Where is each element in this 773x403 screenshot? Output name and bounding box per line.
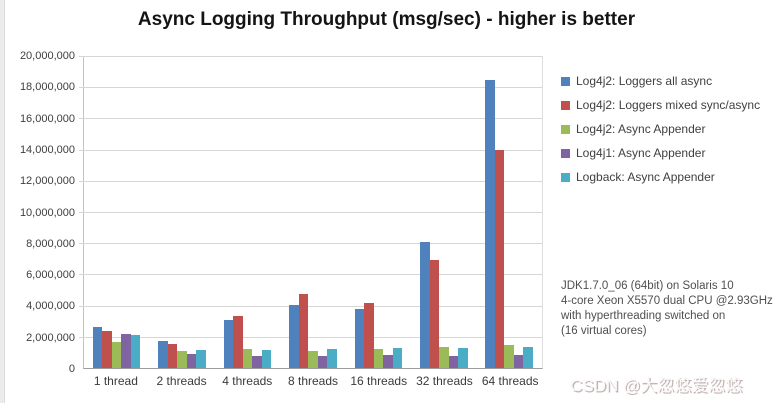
bar-group xyxy=(477,56,542,368)
y-tick-label: 16,000,000 xyxy=(19,112,75,125)
bar xyxy=(233,315,243,368)
y-tick-label: 0 xyxy=(68,363,75,375)
bar-group xyxy=(346,56,411,368)
gridline xyxy=(79,305,542,307)
annotation-line: 4-core Xeon X5570 dual CPU @2.93GHz xyxy=(561,295,773,307)
legend-label: Log4j2: Loggers all async xyxy=(576,74,713,88)
bar xyxy=(448,355,459,368)
x-axis: 1 thread 2 threads 4 threads 8 threads 16 th… xyxy=(83,374,543,388)
bar xyxy=(130,335,141,368)
y-tick-label: 18,000,000 xyxy=(19,81,75,94)
y-tick-label: 14,000,000 xyxy=(19,143,75,156)
gridline xyxy=(79,274,542,276)
y-tick-label: 10,000,000 xyxy=(19,206,75,219)
bar xyxy=(420,241,430,368)
legend-item: Log4j2: Loggers all async xyxy=(561,74,760,88)
bar xyxy=(317,355,328,368)
legend-label: Log4j1: Async Appender xyxy=(576,146,706,160)
x-tick-label: 4 threads xyxy=(222,374,273,388)
gridline xyxy=(79,243,542,245)
bar-group xyxy=(84,56,149,368)
annotation-line: JDK1.7.0_06 (64bit) on Solaris 10 xyxy=(561,280,734,292)
y-tick-label: 4,000,000 xyxy=(26,300,75,313)
y-axis: 20,000,000 18,000,000 16,000,000 14,000,000… xyxy=(0,50,75,375)
gridline xyxy=(79,212,542,213)
legend-item: Log4j2: Async Appender xyxy=(561,122,760,136)
bar xyxy=(523,346,533,368)
bar xyxy=(196,350,206,368)
x-tick-label: 16 threads xyxy=(350,374,408,388)
y-tick-label: 6,000,000 xyxy=(26,269,75,282)
legend-swatch-icon xyxy=(561,148,570,158)
legend: Log4j2: Loggers all async Log4j2: Loggers… xyxy=(561,74,760,194)
bar-group xyxy=(215,56,280,368)
x-tick-label: 32 threads xyxy=(416,374,473,388)
bar xyxy=(364,303,374,368)
x-tick-label: 2 threads xyxy=(156,374,207,388)
bar xyxy=(158,340,168,368)
annotation-line: with hyperthreading switched on xyxy=(561,310,726,322)
bar xyxy=(186,353,197,368)
legend-label: Log4j2: Async Appender xyxy=(576,122,706,136)
bar xyxy=(242,348,253,368)
legend-swatch-icon xyxy=(561,76,570,86)
bar xyxy=(383,354,393,368)
gridline xyxy=(79,118,542,120)
x-tick-label: 64 threads xyxy=(481,374,539,388)
gridline xyxy=(79,180,542,182)
gridline xyxy=(79,87,542,89)
bar xyxy=(92,327,103,368)
bar-group xyxy=(280,56,345,368)
plot-area xyxy=(79,56,543,369)
bar xyxy=(177,350,187,368)
y-tick-label: 8,000,000 xyxy=(26,237,75,250)
gridline xyxy=(79,336,542,338)
bar xyxy=(429,259,440,368)
bar-groups xyxy=(84,56,542,368)
bar xyxy=(223,320,234,368)
bar xyxy=(308,350,318,368)
bar xyxy=(439,346,449,368)
bar xyxy=(111,342,122,368)
x-tick-label: 8 threads xyxy=(287,374,339,388)
gridline xyxy=(79,149,542,151)
legend-label: Logback: Async Appender xyxy=(576,170,715,184)
bar xyxy=(289,304,299,368)
bar xyxy=(354,308,365,368)
annotation-line: (16 virtual cores) xyxy=(561,325,647,337)
legend-swatch-icon xyxy=(561,124,570,134)
bar-group xyxy=(411,56,476,368)
bar xyxy=(121,333,131,368)
legend-item: Logback: Async Appender xyxy=(561,170,760,184)
benchmark-environment-note: JDK1.7.0_06 (64bit) on Solaris 10 4-core … xyxy=(561,279,773,339)
bar-group xyxy=(149,56,214,368)
legend-swatch-icon xyxy=(561,172,570,182)
bar xyxy=(504,344,514,368)
bar xyxy=(261,350,272,368)
y-tick-label: 2,000,000 xyxy=(26,331,75,344)
x-tick-label: 1 thread xyxy=(93,374,138,388)
legend-item: Log4j1: Async Appender xyxy=(561,146,760,160)
legend-item: Log4j2: Loggers mixed sync/async xyxy=(561,98,760,112)
bar xyxy=(327,349,337,368)
legend-label: Log4j2: Loggers mixed sync/async xyxy=(576,98,761,112)
csdn-watermark: CSDN @大忽悠爱忽悠 xyxy=(570,376,743,395)
bar xyxy=(373,348,384,368)
bar xyxy=(392,347,403,368)
bar xyxy=(485,80,495,368)
bar xyxy=(513,354,524,368)
chart-title: Async Logging Throughput (msg/sec) - hig… xyxy=(137,9,636,30)
bar xyxy=(167,343,178,368)
bar xyxy=(494,149,505,368)
bar xyxy=(298,293,309,368)
bar xyxy=(252,356,262,368)
gridline xyxy=(79,56,542,57)
legend-swatch-icon xyxy=(561,100,570,110)
page-edge-strip xyxy=(0,0,5,403)
y-tick-label: 12,000,000 xyxy=(19,175,75,188)
bar xyxy=(102,330,112,368)
y-tick-label: 20,000,000 xyxy=(19,50,75,62)
bar xyxy=(458,347,468,368)
